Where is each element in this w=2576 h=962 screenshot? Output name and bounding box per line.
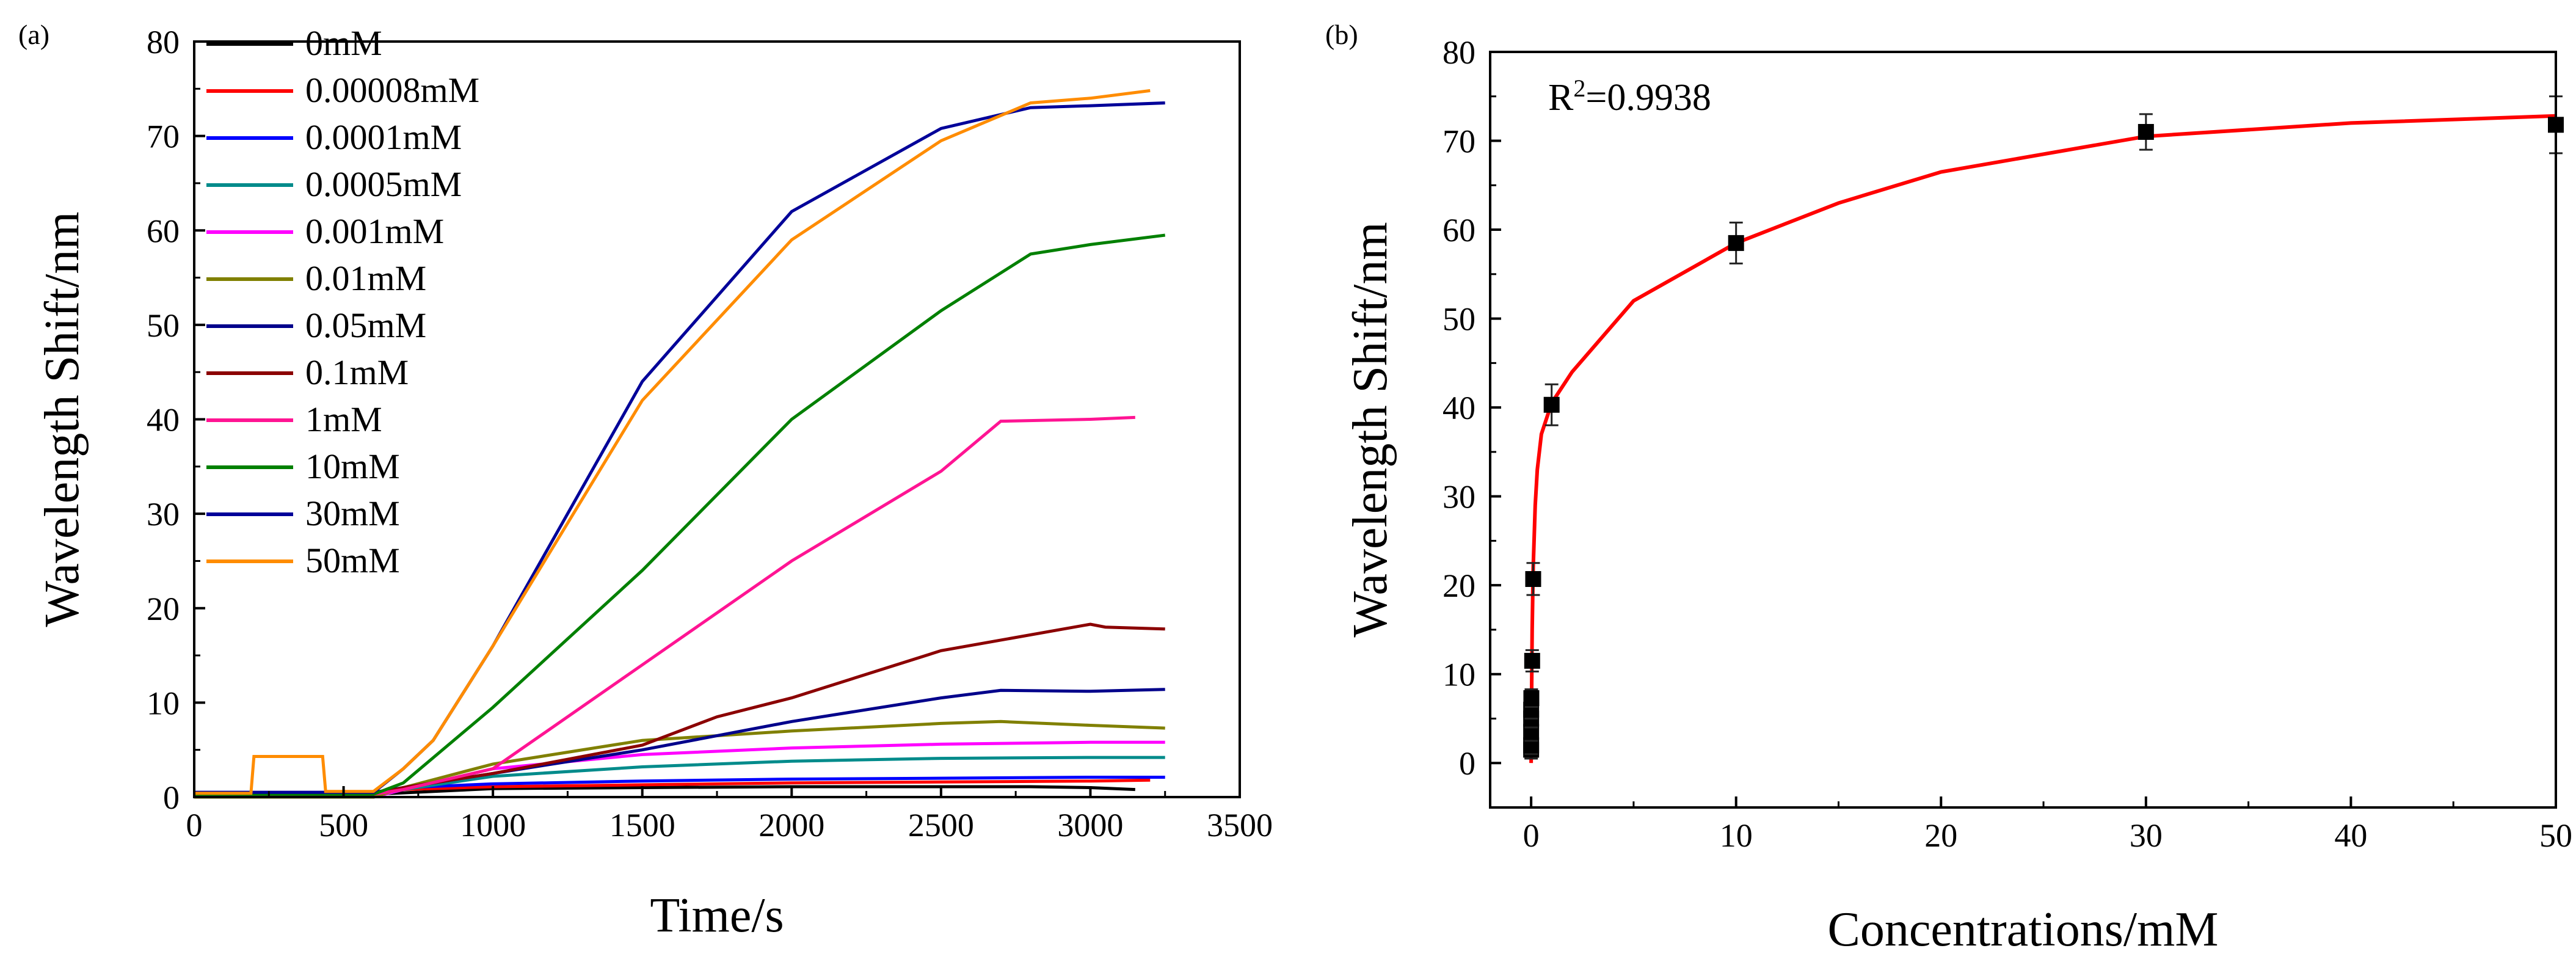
x-tick-label: 50 <box>2539 817 2572 854</box>
data-point <box>1728 235 1744 251</box>
y-tick-label: 40 <box>1443 390 1475 426</box>
y-tick-label: 50 <box>147 307 180 344</box>
y-tick-label: 50 <box>1443 301 1475 338</box>
x-tick-label: 500 <box>319 807 368 844</box>
series-line-11 <box>194 89 1151 795</box>
legend-label-6: 0.05mM <box>305 305 426 345</box>
panel-b: (b) 0 10 20 30 40 50 0 10 20 30 40 50 60 70 80 R2=0.9… <box>1325 19 2572 957</box>
panel-b-data-points <box>1523 95 2564 760</box>
x-tick-label: 0 <box>186 807 203 844</box>
x-tick-label: 3500 <box>1207 807 1273 844</box>
panel-a: (a) 0mM0.00008mM0.0001mM0.0005mM0.001mM0… <box>18 19 1273 942</box>
legend-label-2: 0.0001mM <box>305 117 462 157</box>
panel-b-fit-curve <box>1529 114 2556 763</box>
y-tick-label: 0 <box>163 779 180 816</box>
x-tick-label: 10 <box>1720 817 1753 854</box>
legend-label-7: 0.1mM <box>305 352 409 392</box>
data-point <box>1523 690 1540 706</box>
fit-line <box>1529 114 2556 763</box>
legend-label-4: 0.001mM <box>305 211 444 251</box>
legend-label-5: 0.01mM <box>305 258 426 298</box>
y-tick-label: 70 <box>147 118 180 155</box>
y-tick-label: 30 <box>147 496 180 533</box>
panel-a-legend: 0mM 0.00008mM 0.0001mM 0.0005mM 0.001mM 0.01m… <box>206 23 479 580</box>
legend-label-8: 1mM <box>305 399 382 439</box>
y-tick-label: 0 <box>1459 745 1475 782</box>
x-tick-label: 30 <box>2130 817 2163 854</box>
x-tick-label: 1000 <box>460 807 526 844</box>
x-tick-label: 3000 <box>1057 807 1123 844</box>
series-line-9 <box>194 233 1166 796</box>
data-point <box>2138 123 2154 140</box>
y-tick-label: 70 <box>1443 123 1475 160</box>
legend-label-9: 10mM <box>305 446 400 486</box>
y-tick-label: 30 <box>1443 479 1475 516</box>
legend-label-1: 0.00008mM <box>305 70 479 110</box>
x-tick-label: 2000 <box>759 807 824 844</box>
y-tick-label: 60 <box>1443 212 1475 249</box>
x-tick-label: 2500 <box>908 807 974 844</box>
panel-b-y-ticks: 0 10 20 30 40 50 60 70 80 <box>1443 34 1501 809</box>
y-tick-label: 20 <box>147 591 180 627</box>
panel-b-axes-frame <box>1489 51 2557 809</box>
panel-a-y-axis-label: Wavelength Shift/nm <box>35 211 89 627</box>
y-tick-label: 10 <box>147 685 180 721</box>
y-tick-label: 60 <box>147 213 180 249</box>
legend-label-0: 0mM <box>305 23 382 63</box>
r-squared-letter: R <box>1548 77 1574 118</box>
panel-b-y-axis-label: Wavelength Shift/nm <box>1344 222 1397 637</box>
y-tick-label: 80 <box>147 24 180 60</box>
data-point <box>1525 570 1541 587</box>
r-squared-exponent: 2 <box>1573 75 1585 102</box>
y-tick-label: 80 <box>1443 34 1475 71</box>
y-tick-label: 20 <box>1443 567 1475 604</box>
x-tick-label: 1500 <box>609 807 675 844</box>
panel-b-x-ticks: 0 10 20 30 40 50 <box>1523 796 2572 854</box>
legend-label-11: 50mM <box>305 541 400 580</box>
panel-b-x-axis-label: Concentrations/mM <box>1828 903 2219 957</box>
panel-a-y-ticks: 0 10 20 30 40 50 60 70 80 <box>147 24 205 816</box>
panel-a-label: (a) <box>18 19 49 50</box>
panel-a-x-ticks: 0 500 1000 1500 2000 2500 3000 3500 <box>186 786 1273 844</box>
legend-label-10: 30mM <box>305 494 400 533</box>
x-tick-label: 20 <box>1924 817 1957 854</box>
legend-label-3: 0.0005mM <box>305 164 462 204</box>
panel-a-x-axis-label: Time/s <box>650 889 784 942</box>
data-point <box>1543 396 1560 413</box>
panel-b-label: (b) <box>1325 19 1358 50</box>
y-tick-label: 40 <box>147 402 180 439</box>
y-tick-label: 10 <box>1443 657 1475 693</box>
data-point <box>1524 652 1540 669</box>
r-squared-annotation: R2=0.9938 <box>1548 75 1711 119</box>
x-tick-label: 0 <box>1523 817 1540 854</box>
x-tick-label: 40 <box>2334 817 2367 854</box>
r-squared-value: =0.9938 <box>1585 77 1711 118</box>
